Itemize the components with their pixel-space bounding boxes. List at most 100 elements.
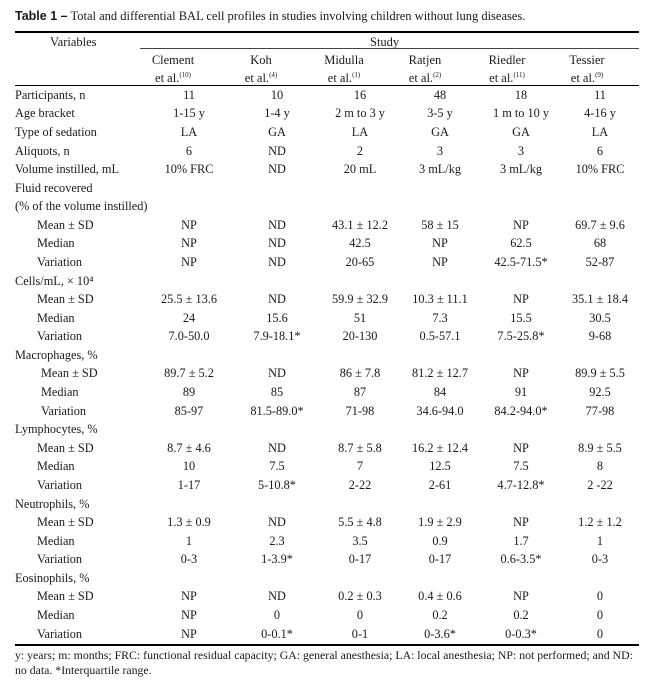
table-row: Mean ± SD NP ND 43.1 ± 12.2 58 ± 15 NP 69.7 ± … (15, 216, 639, 235)
table-cell: 0 (596, 589, 604, 604)
row-label: Volume instilled, mL (15, 162, 119, 177)
citation-ref: (9) (595, 71, 604, 79)
table-cell: NP (432, 236, 448, 251)
citation-text: et al. (327, 71, 353, 86)
table-cell: NP (181, 254, 197, 269)
table-cell (481, 197, 561, 216)
table-cell: 7.5 (513, 459, 529, 474)
table-cell: 16 (353, 87, 367, 102)
table-cell (145, 179, 233, 198)
table-cell: NP (513, 292, 529, 307)
table-cell (321, 346, 399, 365)
table-cell: 1-15 y (173, 106, 205, 121)
table-cell (561, 495, 639, 514)
table-cell: 20-130 (342, 329, 378, 344)
citation-ref: (4) (269, 71, 278, 79)
table-row: Variation 0-3 1-3.9* 0-17 0-17 0.6-3.5* 0-3 (15, 550, 639, 569)
table-cell: 91 (514, 385, 528, 400)
table-cell: NP (513, 217, 529, 232)
table-cell: 3 (517, 143, 525, 158)
table-row: Neutrophils, % (15, 495, 639, 514)
table-cell (399, 346, 481, 365)
table-cell: 8.7 ± 5.8 (338, 440, 382, 455)
table-cell: 42.5 (349, 236, 371, 251)
table-cell: 62.5 (510, 236, 532, 251)
table-cell: ND (268, 515, 286, 530)
row-label: Variation (37, 254, 83, 269)
table-cell: 84.2-94.0* (494, 403, 548, 418)
table-cell: LA (351, 124, 369, 139)
table-row: Volume instilled, mL 10% FRC ND 20 mL 3 mL/k… (15, 160, 639, 179)
table-cell (561, 420, 639, 439)
table-cell: 1.9 ± 2.9 (418, 515, 462, 530)
table-row: Participants, n 11 10 16 48 18 11 (15, 86, 639, 105)
table-row: Variation 85-97 81.5-89.0* 71-98 34.6-94.0 84… (15, 402, 639, 421)
column-header-name: Clement (151, 53, 195, 67)
row-label: Mean ± SD (37, 292, 94, 307)
row-label: Variation (41, 403, 87, 418)
column-header-cite: et al.(11) (462, 68, 552, 86)
table-cell: 69.7 ± 9.6 (575, 217, 625, 232)
column-header: Riedler et al.(11) (462, 53, 552, 86)
table-cell: 10% FRC (164, 162, 214, 177)
column-header: Midulla et al.(1) (299, 53, 389, 86)
table-cell: 43.1 ± 12.2 (332, 217, 388, 232)
table-cell (481, 569, 561, 588)
table-cell (399, 495, 481, 514)
table-cell: 10.3 ± 11.1 (412, 292, 468, 307)
table-cell: 0-3 (180, 552, 198, 567)
table-cell: 20 mL (343, 162, 377, 177)
table-cell: NP (181, 589, 197, 604)
table-cell: 5.5 ± 4.8 (338, 515, 382, 530)
table-cell: 10 (182, 459, 196, 474)
citation-ref: (1) (352, 71, 361, 79)
column-header: Koh et al.(4) (216, 53, 306, 86)
row-label: Age bracket (15, 106, 75, 121)
table-cell: ND (268, 143, 286, 158)
table-cell: 5-10.8* (258, 477, 296, 492)
column-header-name: Riedler (488, 53, 526, 67)
column-header: Clement et al.(10) (128, 53, 218, 86)
table-cell: 0-1 (351, 626, 369, 641)
table-cell: 0.9 (432, 533, 448, 548)
table-cell: 85 (270, 385, 284, 400)
table-row: (% of the volume instilled) (15, 197, 639, 216)
table-cell: 11 (183, 87, 195, 102)
table-cell: 11 (594, 87, 606, 102)
table-row: Variation 1-17 5-10.8* 2-22 2-61 4.7-12.8* 2 -… (15, 476, 639, 495)
table-cell: 7 (356, 459, 364, 474)
table-cell (399, 420, 481, 439)
table-cell: 0-0.3* (505, 626, 537, 641)
table-cell: 4.7-12.8* (497, 477, 545, 492)
table-cell (481, 346, 561, 365)
table-cell: 85-97 (174, 403, 204, 418)
table-cell: 59.9 ± 32.9 (332, 292, 388, 307)
table-row: Mean ± SD 8.7 ± 4.6 ND 8.7 ± 5.8 16.2 ± 12.4… (15, 439, 639, 458)
table-cell: 1-3.9* (261, 552, 293, 567)
table-cell: ND (268, 589, 286, 604)
table-cell: 18 (514, 87, 528, 102)
caption-label: Table 1 – (15, 9, 68, 23)
table-cell (321, 272, 399, 291)
table-cell: 1 m to 10 y (492, 106, 550, 121)
table-cell: 0-0.1* (261, 626, 293, 641)
table-cell (561, 346, 639, 365)
table-cell (145, 569, 233, 588)
table-cell: 89.7 ± 5.2 (164, 366, 214, 381)
table-cell (233, 495, 321, 514)
citation-text: et al. (489, 71, 514, 86)
table-cell (481, 420, 561, 439)
table-cell: 81.2 ± 12.7 (412, 366, 468, 381)
citation-ref: (11) (513, 71, 525, 79)
table-cell: 0-17 (348, 552, 372, 567)
citation-text: et al. (244, 71, 270, 86)
table-cell: ND (268, 162, 286, 177)
row-label: Median (37, 310, 75, 325)
table-cell: ND (268, 292, 286, 307)
table-cell: 4-16 y (584, 106, 616, 121)
table-cell (233, 272, 321, 291)
table-cell: 0 (596, 626, 604, 641)
table-cell (145, 420, 233, 439)
table-row: Variation NP ND 20-65 NP 42.5-71.5* 52-87 (15, 253, 639, 272)
row-label: Cells/mL, × 10⁴ (15, 273, 94, 288)
